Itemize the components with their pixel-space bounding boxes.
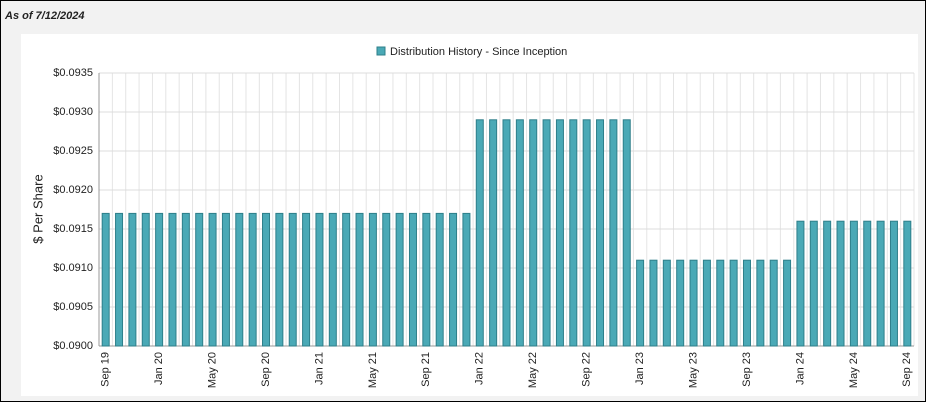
bar <box>756 259 765 347</box>
bar <box>849 220 858 347</box>
y-tick-label: $0.0900 <box>53 340 93 352</box>
bar <box>275 212 284 347</box>
x-tick-label: Jan 20 <box>153 352 165 385</box>
y-tick-label: $0.0920 <box>53 184 93 196</box>
bar <box>889 220 898 347</box>
bar <box>796 220 805 347</box>
bar <box>382 212 391 347</box>
x-tick-label: Sep 19 <box>100 352 112 387</box>
bar <box>181 212 190 347</box>
bar <box>502 119 511 347</box>
y-tick-label: $0.0930 <box>53 106 93 118</box>
bar <box>809 220 818 347</box>
x-tick-label: Sep 24 <box>901 352 913 387</box>
bar <box>115 212 124 347</box>
x-tick-label: May 22 <box>527 352 539 388</box>
bar <box>368 212 377 347</box>
bar <box>462 212 471 347</box>
bar <box>195 212 204 347</box>
x-tick-label: Sep 21 <box>420 352 432 387</box>
bar <box>101 212 110 347</box>
bar <box>649 259 658 347</box>
bar <box>636 259 645 347</box>
bar <box>328 212 337 347</box>
bar <box>676 259 685 347</box>
y-tick-label: $0.0925 <box>53 145 93 157</box>
bar <box>569 119 578 347</box>
bar <box>823 220 832 347</box>
bar <box>662 259 671 347</box>
bar <box>783 259 792 347</box>
bar <box>155 212 164 347</box>
bar <box>315 212 324 347</box>
y-tick-label: $0.0915 <box>53 223 93 235</box>
bar <box>342 212 351 347</box>
x-tick-label: Jan 21 <box>313 352 325 385</box>
bar <box>302 212 311 347</box>
bar <box>408 212 417 347</box>
bar <box>729 259 738 347</box>
bar <box>716 259 725 347</box>
legend-swatch <box>376 46 386 56</box>
bar <box>609 119 618 347</box>
bar <box>128 212 137 347</box>
bar <box>168 212 177 347</box>
bar <box>903 220 912 347</box>
bar <box>876 220 885 347</box>
y-axis-label: $ Per Share <box>30 174 45 243</box>
x-tick-label: Jan 22 <box>474 352 486 385</box>
bar <box>515 119 524 347</box>
y-tick-label: $0.0905 <box>53 301 93 313</box>
bar <box>622 119 631 347</box>
bar <box>836 220 845 347</box>
bar <box>141 212 150 347</box>
x-tick-label: Jan 24 <box>794 352 806 385</box>
bar <box>863 220 872 347</box>
bar <box>769 259 778 347</box>
bar <box>449 212 458 347</box>
x-tick-label: May 21 <box>367 352 379 388</box>
bar <box>542 119 551 347</box>
x-tick-label: Sep 20 <box>260 352 272 387</box>
bar <box>248 212 257 347</box>
bar <box>555 119 564 347</box>
bar <box>596 119 605 347</box>
bar <box>208 212 217 347</box>
bar <box>435 212 444 347</box>
x-tick-label: Sep 23 <box>741 352 753 387</box>
legend-label: Distribution History - Since Inception <box>390 46 567 58</box>
y-tick-label: $0.0935 <box>53 67 93 79</box>
bar <box>489 119 498 347</box>
y-tick-label: $0.0910 <box>53 262 93 274</box>
bar <box>355 212 364 347</box>
x-tick-label: May 20 <box>206 352 218 388</box>
bar <box>221 212 230 347</box>
x-tick-label: May 24 <box>848 352 860 388</box>
x-tick-label: Sep 22 <box>581 352 593 387</box>
x-tick-label: Jan 23 <box>634 352 646 385</box>
bar <box>262 212 271 347</box>
bar <box>582 119 591 347</box>
bar <box>529 119 538 347</box>
bar <box>288 212 297 347</box>
bar <box>475 119 484 347</box>
bar <box>702 259 711 347</box>
bar <box>235 212 244 347</box>
x-tick-label: May 23 <box>687 352 699 388</box>
bar <box>742 259 751 347</box>
as-of-date: As of 7/12/2024 <box>5 10 85 22</box>
bar <box>395 212 404 347</box>
bar <box>422 212 431 347</box>
bar <box>689 259 698 347</box>
